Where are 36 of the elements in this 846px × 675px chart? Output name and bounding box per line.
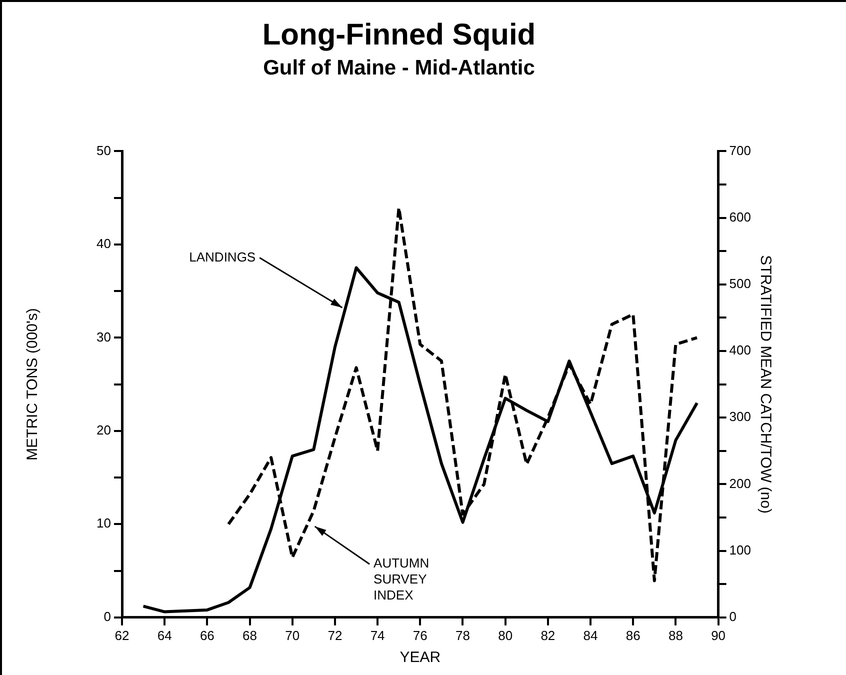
x-tick-label: 64 <box>157 628 172 643</box>
x-tick-label: 66 <box>200 628 214 643</box>
chart-title: Long-Finned Squid <box>262 18 536 52</box>
y-tick-label: 20 <box>96 422 111 438</box>
chart-subtitle: Gulf of Maine - Mid-Atlantic <box>263 56 536 80</box>
y-tick-label: 30 <box>96 329 111 344</box>
x-tick-label: 84 <box>583 628 598 643</box>
y-tick-label: 0 <box>104 608 111 624</box>
y2-tick-label: 600 <box>729 209 752 224</box>
x-tick-label: 90 <box>711 628 726 643</box>
x-tick-label: 80 <box>498 628 513 643</box>
y2-tick-label: 500 <box>729 276 752 291</box>
y2-tick-label: 400 <box>729 342 752 358</box>
x-tick-label: 62 <box>114 628 130 643</box>
x-tick-label: 88 <box>668 628 683 643</box>
x-tick-label: 74 <box>370 628 385 643</box>
y-tick-label: 40 <box>96 236 111 252</box>
x-tick-label: 72 <box>328 628 342 643</box>
y2-tick-label: 0 <box>729 608 737 624</box>
y2-tick-label: 100 <box>729 542 752 558</box>
y2-axis-title: STRATIFIED MEAN CATCH/TOW (no) <box>756 255 774 514</box>
x-tick-label: 70 <box>285 628 300 643</box>
y2-tick-label: 700 <box>729 142 752 158</box>
y-tick-label: 10 <box>96 516 111 531</box>
annotation: AUTUMN SURVEY INDEX <box>374 556 430 603</box>
annotation: LANDINGS <box>189 249 256 264</box>
x-tick-label: 78 <box>456 628 470 643</box>
y2-tick-label: 200 <box>729 476 752 491</box>
y-axis-title: METRIC TONS (000's) <box>24 308 42 460</box>
x-tick-label: 86 <box>626 628 640 643</box>
x-tick-label: 68 <box>242 628 258 643</box>
x-axis-title: YEAR <box>400 649 441 666</box>
x-tick-label: 76 <box>412 628 428 643</box>
y-tick-label: 50 <box>96 142 111 158</box>
y2-tick-label: 300 <box>729 409 752 424</box>
x-tick-label: 82 <box>540 628 556 643</box>
